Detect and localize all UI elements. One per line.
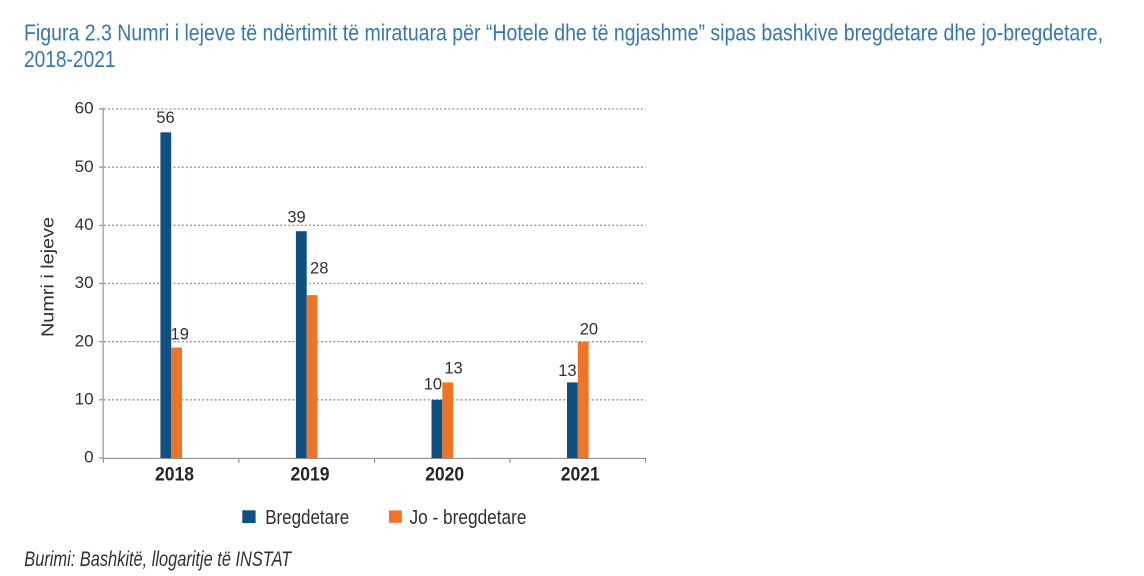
svg-text:Bregdetare: Bregdetare <box>265 507 349 529</box>
svg-text:28: 28 <box>310 260 328 278</box>
svg-text:13: 13 <box>558 362 576 380</box>
svg-text:39: 39 <box>287 208 305 226</box>
svg-text:Jo - bregdetare: Jo - bregdetare <box>410 507 527 529</box>
svg-text:56: 56 <box>156 109 174 127</box>
svg-text:10: 10 <box>424 376 442 394</box>
svg-text:2020: 2020 <box>425 464 464 486</box>
svg-text:50: 50 <box>75 157 94 176</box>
svg-text:Figura 2.3 Numri i lejeve të n: Figura 2.3 Numri i lejeve të ndërtimit t… <box>24 20 1103 46</box>
svg-text:Burimi: Bashkitë, llogaritje t: Burimi: Bashkitë, llogaritje të INSTAT <box>24 548 293 571</box>
svg-text:13: 13 <box>444 360 462 378</box>
svg-text:20: 20 <box>75 331 94 350</box>
svg-text:40: 40 <box>75 215 94 234</box>
svg-text:2021: 2021 <box>561 464 600 486</box>
svg-text:2018-2021: 2018-2021 <box>24 46 116 72</box>
svg-text:20: 20 <box>580 320 598 338</box>
svg-text:0: 0 <box>84 448 93 467</box>
svg-text:60: 60 <box>75 99 94 118</box>
svg-text:19: 19 <box>171 326 189 344</box>
svg-text:2018: 2018 <box>155 464 194 486</box>
svg-text:10: 10 <box>75 390 94 409</box>
svg-text:30: 30 <box>75 273 94 292</box>
svg-text:Numri i lejeve: Numri i lejeve <box>38 217 58 337</box>
svg-text:2019: 2019 <box>291 464 330 486</box>
